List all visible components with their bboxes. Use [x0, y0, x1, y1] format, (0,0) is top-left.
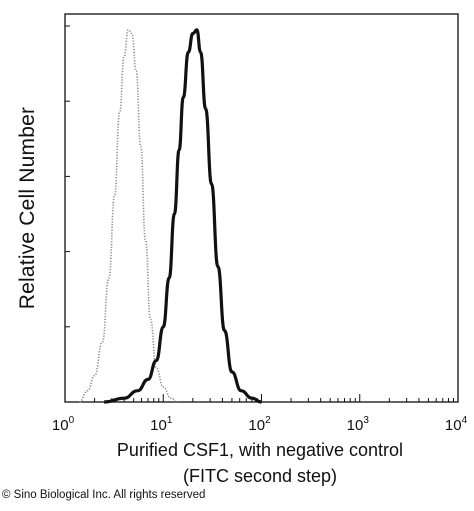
y-axis-label: Relative Cell Number: [16, 106, 39, 310]
x-axis-label-line1: Purified CSF1, with negative control: [116, 440, 404, 460]
plot-frame: [64, 13, 459, 403]
x-tick-label: 103: [347, 415, 370, 434]
x-tick-label: 101: [150, 415, 173, 434]
x-tick-label: 104: [445, 415, 468, 434]
csf1-histogram: [104, 28, 262, 404]
y-axis-label-box: Relative Cell Number: [2, 14, 54, 402]
negative-control-histogram: [79, 29, 178, 403]
series-layer: [79, 28, 262, 404]
copyright-notice: © Sino Biological Inc. All rights reserv…: [2, 489, 206, 501]
x-tick-label: 100: [52, 415, 75, 434]
axis-ticks: [64, 25, 459, 402]
x-tick-label: 102: [248, 415, 271, 434]
x-axis-label-line2: (FITC second step): [182, 466, 338, 486]
x-tick-labels: 100 101 102 103 104: [52, 415, 468, 434]
